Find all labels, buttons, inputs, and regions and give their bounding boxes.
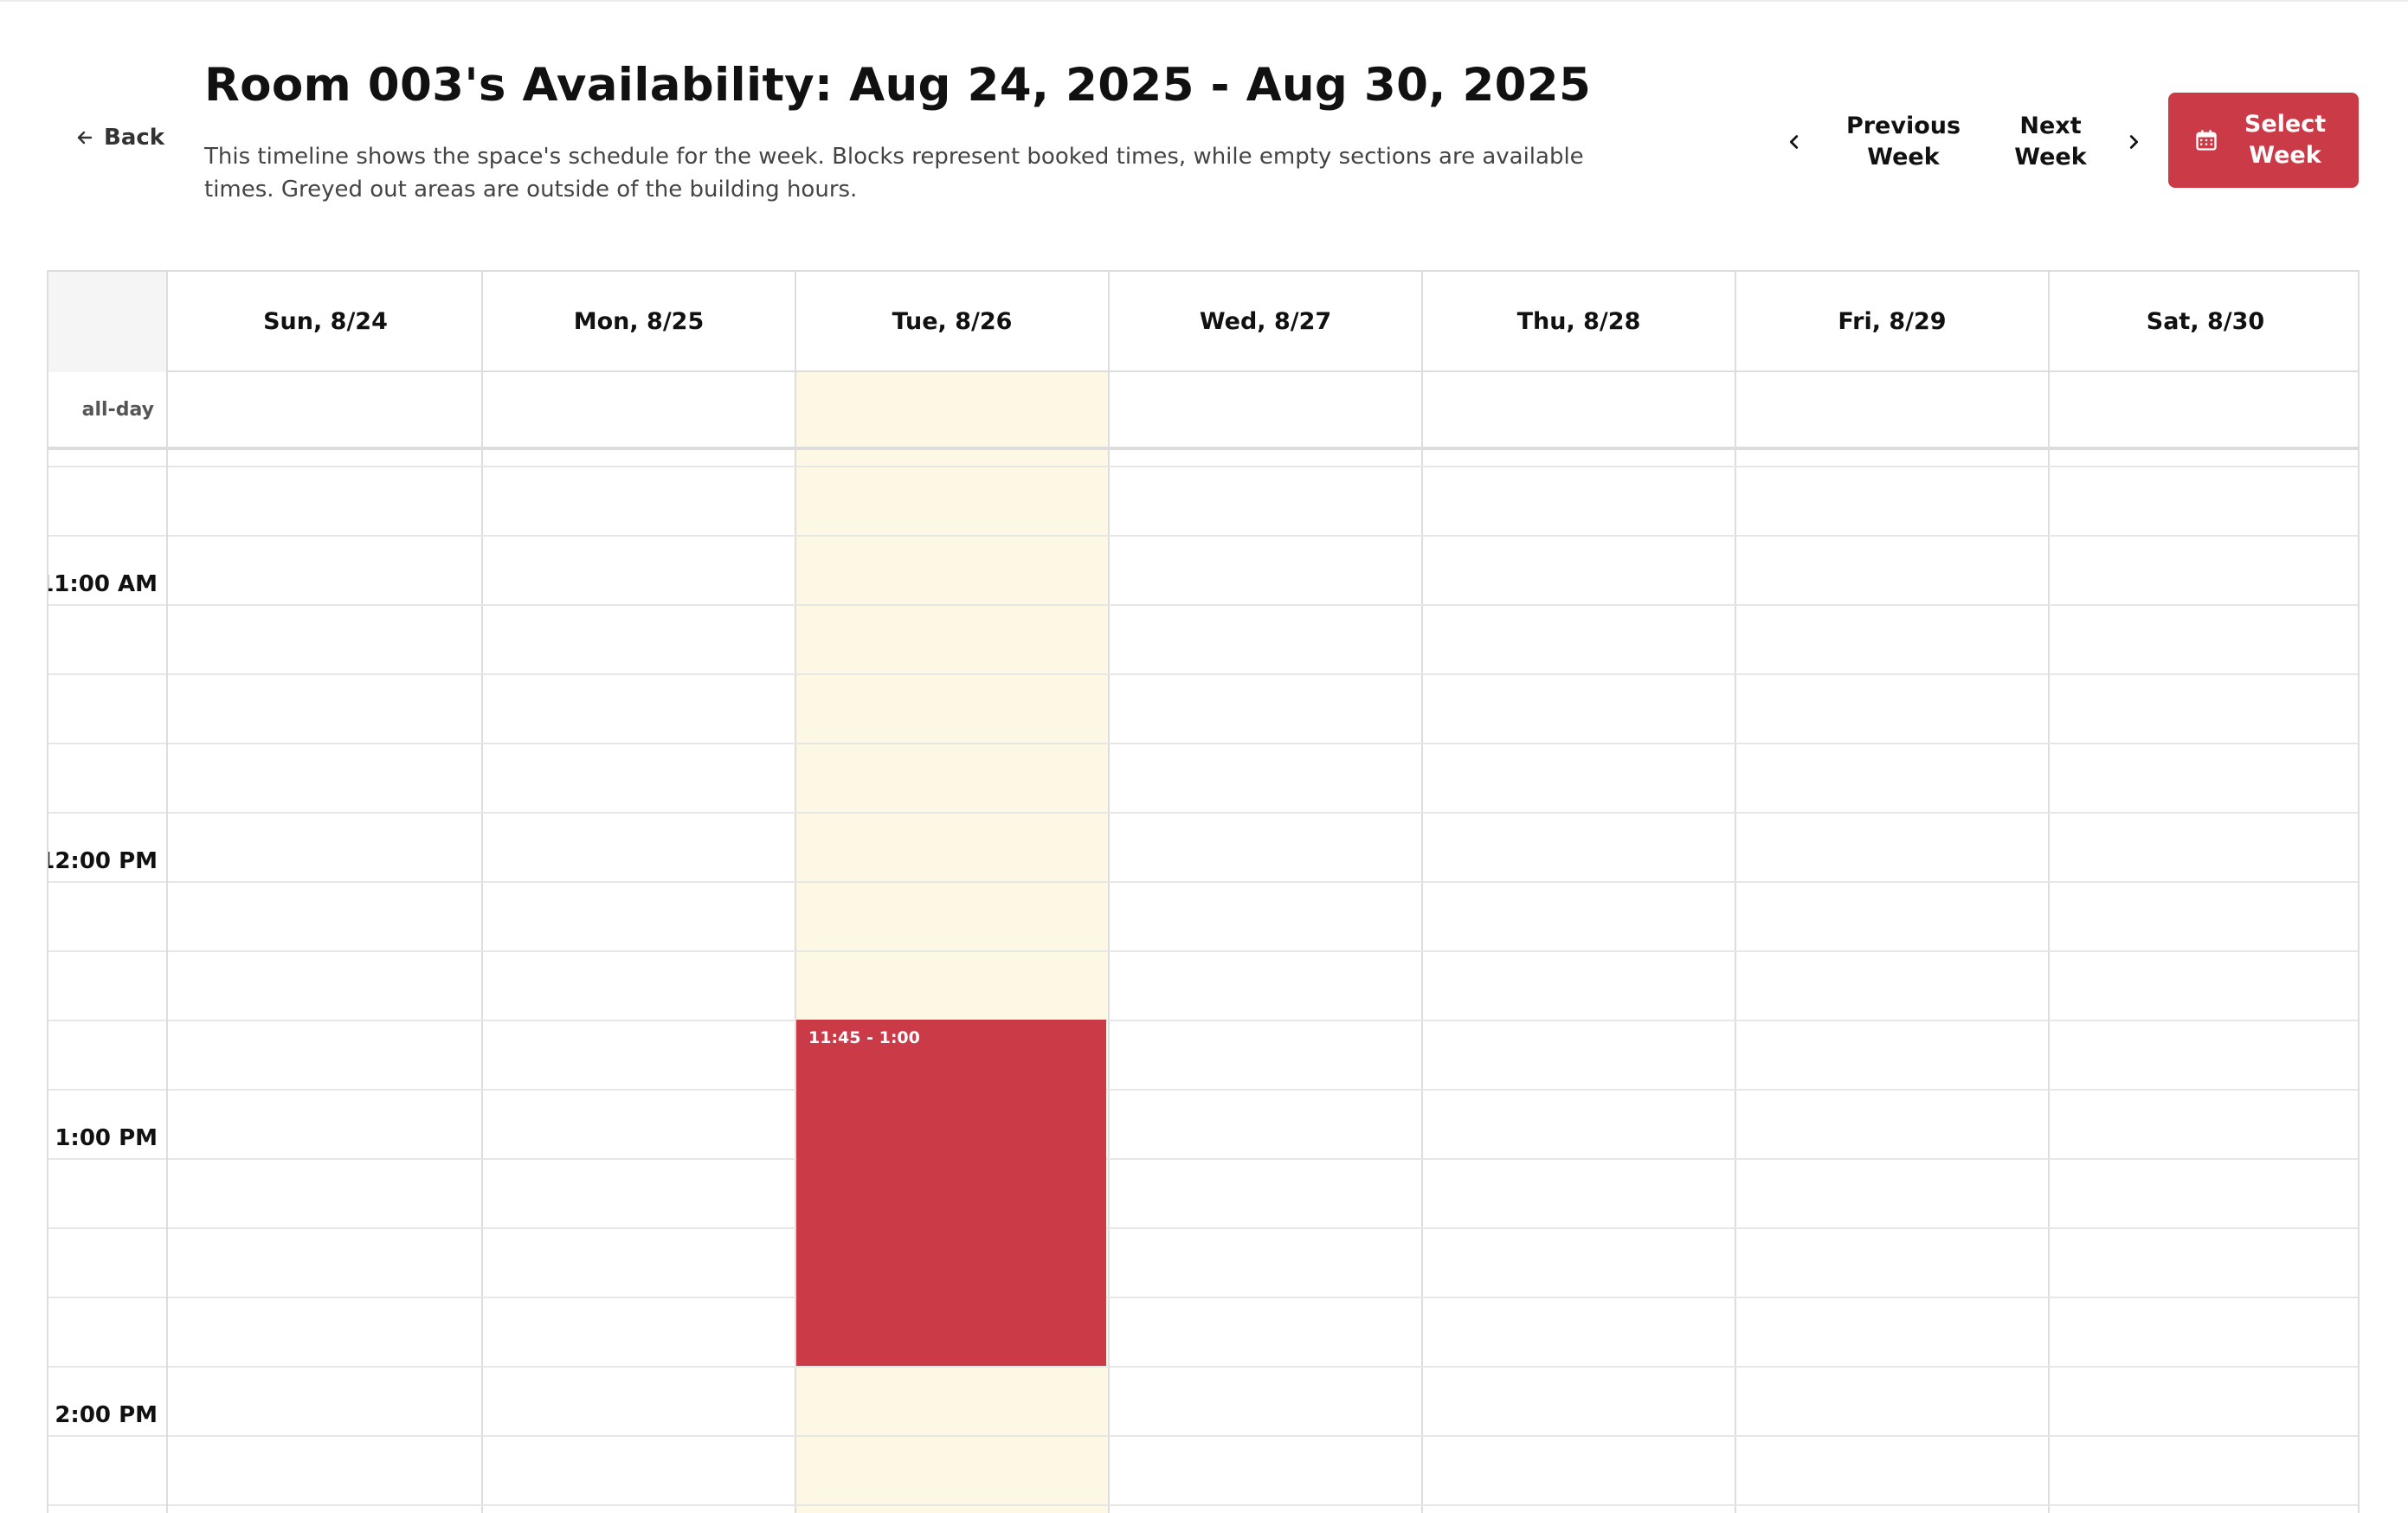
slot-line — [48, 950, 2358, 952]
all-day-row: all-day — [48, 372, 2358, 450]
day-header-row: Sun, 8/24 Mon, 8/25 Tue, 8/26 Wed, 8/27 … — [48, 272, 2358, 372]
slot-line — [48, 1158, 2358, 1160]
select-week-label: Select Week — [2244, 111, 2327, 169]
time-label: 2:00 PM — [51, 1402, 158, 1428]
day-header: Mon, 8/25 — [483, 272, 796, 370]
calendar-icon — [2196, 130, 2217, 151]
time-label: 1:00 PM — [51, 1125, 158, 1151]
day-column[interactable] — [1423, 450, 1736, 1513]
day-header: Fri, 8/29 — [1736, 272, 2050, 370]
time-label: 12:00 PM — [48, 848, 158, 874]
top-divider — [0, 0, 2408, 2]
slot-line — [48, 1089, 2358, 1091]
day-header: Tue, 8/26 — [796, 272, 1110, 370]
day-column[interactable] — [170, 450, 483, 1513]
slot-line — [48, 1227, 2358, 1229]
day-column[interactable] — [1110, 450, 1423, 1513]
previous-week-label: Previous Week — [1845, 113, 1961, 171]
event-time-label: 11:45 - 1:00 — [808, 1028, 920, 1047]
all-day-cell[interactable] — [483, 372, 796, 447]
booked-event-block[interactable]: 11:45 - 1:00 — [796, 1020, 1106, 1366]
all-day-cell[interactable] — [1110, 372, 1423, 447]
slot-line — [48, 812, 2358, 814]
day-column[interactable] — [1736, 450, 2050, 1513]
week-calendar: Sun, 8/24 Mon, 8/25 Tue, 8/26 Wed, 8/27 … — [47, 270, 2360, 1513]
slot-line — [48, 673, 2358, 675]
slot-line — [48, 466, 2358, 467]
page-title: Room 003's Availability: Aug 24, 2025 - … — [204, 59, 1592, 112]
back-button[interactable]: Back — [74, 125, 164, 151]
all-day-cell[interactable] — [2050, 372, 2358, 447]
all-day-label: all-day — [48, 372, 168, 447]
time-grid: 11:00 AM 12:00 PM 1:00 PM 2:00 PM 11:45 … — [48, 450, 2358, 1513]
slot-line — [48, 535, 2358, 537]
chevron-left-icon — [1789, 135, 1799, 149]
previous-week-button[interactable]: Previous Week — [1785, 107, 1977, 177]
all-day-cell[interactable] — [170, 372, 483, 447]
slot-line — [48, 1366, 2358, 1368]
slot-line — [48, 881, 2358, 883]
time-label: 11:00 AM — [48, 571, 158, 597]
all-day-cell-today[interactable] — [796, 372, 1110, 447]
next-week-button[interactable]: Next Week — [2003, 107, 2143, 177]
slot-line — [48, 743, 2358, 744]
all-day-cell[interactable] — [1423, 372, 1736, 447]
day-column[interactable] — [483, 450, 796, 1513]
all-day-cell[interactable] — [1736, 372, 2050, 447]
slot-line — [48, 1504, 2358, 1506]
day-header: Thu, 8/28 — [1423, 272, 1736, 370]
slot-line — [48, 1020, 2358, 1021]
page-description: This timeline shows the space's schedule… — [204, 144, 1584, 203]
day-header: Sun, 8/24 — [170, 272, 483, 370]
slot-line — [48, 1435, 2358, 1437]
back-label: Back — [104, 125, 165, 151]
day-header: Wed, 8/27 — [1110, 272, 1423, 370]
time-axis: 11:00 AM 12:00 PM 1:00 PM 2:00 PM — [48, 450, 168, 1513]
day-header: Sat, 8/30 — [2050, 272, 2358, 370]
chevron-right-icon — [2129, 135, 2139, 149]
arrow-left-icon — [77, 131, 93, 145]
day-column[interactable] — [2050, 450, 2358, 1513]
slot-line — [48, 604, 2358, 606]
slot-line — [48, 1297, 2358, 1298]
next-week-label: Next Week — [2014, 113, 2087, 171]
header-corner — [48, 272, 168, 372]
select-week-button[interactable]: Select Week — [2168, 93, 2359, 188]
